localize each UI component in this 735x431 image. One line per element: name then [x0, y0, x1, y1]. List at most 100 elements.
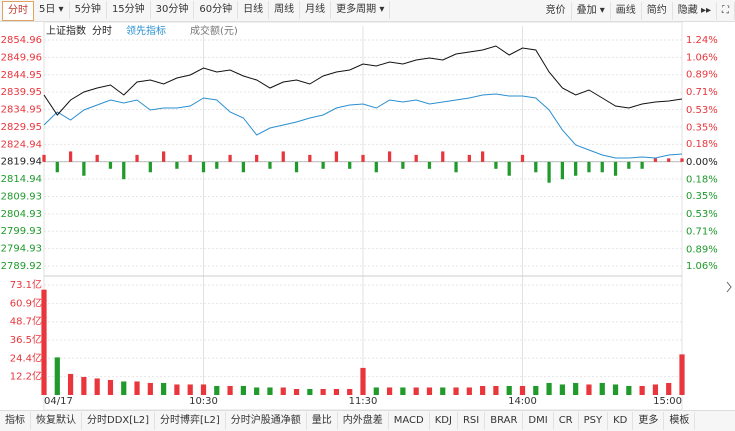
period-button[interactable]: 日线: [238, 0, 270, 19]
tool-button[interactable]: 画线: [611, 1, 642, 20]
indicator-tab[interactable]: 量比: [307, 412, 338, 430]
volume-bar: [214, 385, 220, 395]
indicator-tab[interactable]: 分时沪股通净额: [226, 412, 307, 430]
volume-bar: [254, 387, 260, 395]
indicator-bar: [441, 151, 445, 162]
fullscreen-icon[interactable]: ⛶: [717, 1, 735, 20]
y-tick-label: 36.5亿: [10, 333, 42, 346]
indicator-bar: [268, 161, 272, 169]
indicator-bar: [42, 154, 46, 162]
period-button[interactable]: 周线: [269, 0, 301, 19]
indicator-tab[interactable]: DMI: [523, 412, 554, 430]
volume-bar: [679, 354, 685, 395]
y-tick-label: 2799.93: [1, 226, 42, 237]
indicator-bar: [175, 161, 179, 169]
tool-button[interactable]: 隐藏 ▸▸: [673, 1, 717, 20]
y-tick-label: 2854.96: [1, 35, 42, 46]
indicator-bar: [640, 161, 644, 169]
period-button[interactable]: 15分钟: [107, 0, 151, 19]
volume-bar: [573, 382, 579, 395]
periods: 分时 5日 ▾ 5分钟 15分钟 30分钟 60分钟 日线 周线 月线 更多周期 ▾: [0, 0, 391, 21]
indicator-bar: [454, 161, 458, 173]
indicator-tab[interactable]: 模板: [664, 412, 696, 430]
indicator-bar: [228, 154, 232, 162]
y-tick-label: 2844.95: [1, 70, 42, 81]
tool-button[interactable]: 竞价: [541, 1, 572, 20]
indicator-tab[interactable]: KDJ: [430, 412, 458, 430]
x-tick-label: 14:00: [508, 396, 537, 407]
indicator-bar: [188, 154, 192, 162]
collapse-arrow[interactable]: [726, 281, 732, 293]
volume-bar: [227, 385, 233, 395]
indicator-tab[interactable]: CR: [554, 412, 579, 430]
indicator-bar: [95, 154, 99, 162]
x-tick-label: 10:30: [189, 396, 218, 407]
indicator-bar: [68, 151, 73, 162]
indicator-bar: [308, 154, 312, 162]
volume-bar: [440, 387, 446, 395]
volume-bar: [267, 387, 273, 395]
indicator-tab[interactable]: PSY: [579, 412, 609, 430]
indicator-bar: [348, 161, 352, 169]
indicator-bar: [201, 161, 206, 173]
volume-bar: [320, 388, 326, 395]
indicator-tab[interactable]: 恢复默认: [31, 412, 82, 430]
period-button[interactable]: 分时: [2, 0, 34, 21]
y2-tick-label: 0.18%: [686, 139, 718, 150]
indicator-bar: [401, 161, 405, 169]
volume-bar: [519, 385, 526, 395]
y2-tick-label: 0.18%: [686, 175, 718, 186]
indicator-bar: [161, 151, 166, 162]
y-tick-label: 24.4亿: [10, 351, 42, 364]
indicator-tab[interactable]: 更多: [633, 412, 665, 430]
y-tick-label: 2789.92: [1, 261, 42, 272]
period-button[interactable]: 更多周期 ▾: [331, 0, 391, 19]
tool-button[interactable]: 叠加 ▾: [572, 1, 611, 20]
volume-bar: [240, 385, 246, 395]
y2-tick-label: 0.35%: [686, 122, 718, 133]
indicator-bar: [547, 161, 551, 183]
indicator-bar: [574, 161, 578, 176]
y2-tick-label: 1.06%: [686, 53, 718, 64]
period-button[interactable]: 30分钟: [151, 0, 195, 19]
period-button[interactable]: 月线: [300, 0, 332, 19]
period-button[interactable]: 60分钟: [194, 0, 239, 19]
volume-bar: [599, 382, 605, 395]
indicator-bar: [82, 161, 86, 176]
indicator-bar: [534, 161, 538, 173]
volume-bar: [386, 387, 393, 395]
indicator-tab[interactable]: 内外盘差: [338, 412, 389, 430]
indicator-tab[interactable]: MACD: [389, 412, 430, 430]
indicator-bar: [108, 161, 113, 169]
y-tick-label: 2824.94: [1, 139, 42, 150]
y2-tick-label: 1.24%: [686, 35, 718, 46]
indicator-tab[interactable]: 分时DDX[L2]: [82, 412, 155, 430]
volume-bar: [612, 384, 619, 395]
y2-tick-label: 0.00%: [686, 157, 718, 168]
legend-title: 上证指数: [46, 24, 86, 37]
indicator-bar: [334, 151, 339, 162]
y2-tick-label: 1.06%: [686, 261, 718, 272]
y-tick-label: 2794.93: [1, 244, 42, 255]
tool-button[interactable]: 简约: [642, 1, 673, 20]
y2-tick-label: 0.89%: [686, 244, 718, 255]
y2-tick-label: 0.89%: [686, 69, 718, 80]
volume-bar: [121, 381, 127, 395]
volume-bar: [280, 387, 286, 395]
period-button[interactable]: 5日 ▾: [34, 0, 70, 19]
volume-bar: [639, 385, 645, 395]
indicator-tab[interactable]: 分时博弈[L2]: [155, 412, 226, 430]
period-button[interactable]: 5分钟: [70, 0, 107, 19]
indicator-tab[interactable]: RSI: [458, 412, 486, 430]
y-tick-label: 60.9亿: [10, 296, 42, 309]
volume-bar: [307, 388, 313, 395]
y2-tick-label: 0.53%: [686, 209, 718, 220]
indicator-tab[interactable]: BRAR: [485, 412, 524, 430]
volume-bar: [41, 289, 47, 395]
indicator-bar: [387, 151, 392, 162]
y2-tick-label: 0.35%: [686, 191, 718, 202]
volume-bar: [652, 384, 659, 395]
y-tick-label: 73.1亿: [10, 278, 42, 291]
indicator-tab[interactable]: KD: [608, 412, 634, 430]
